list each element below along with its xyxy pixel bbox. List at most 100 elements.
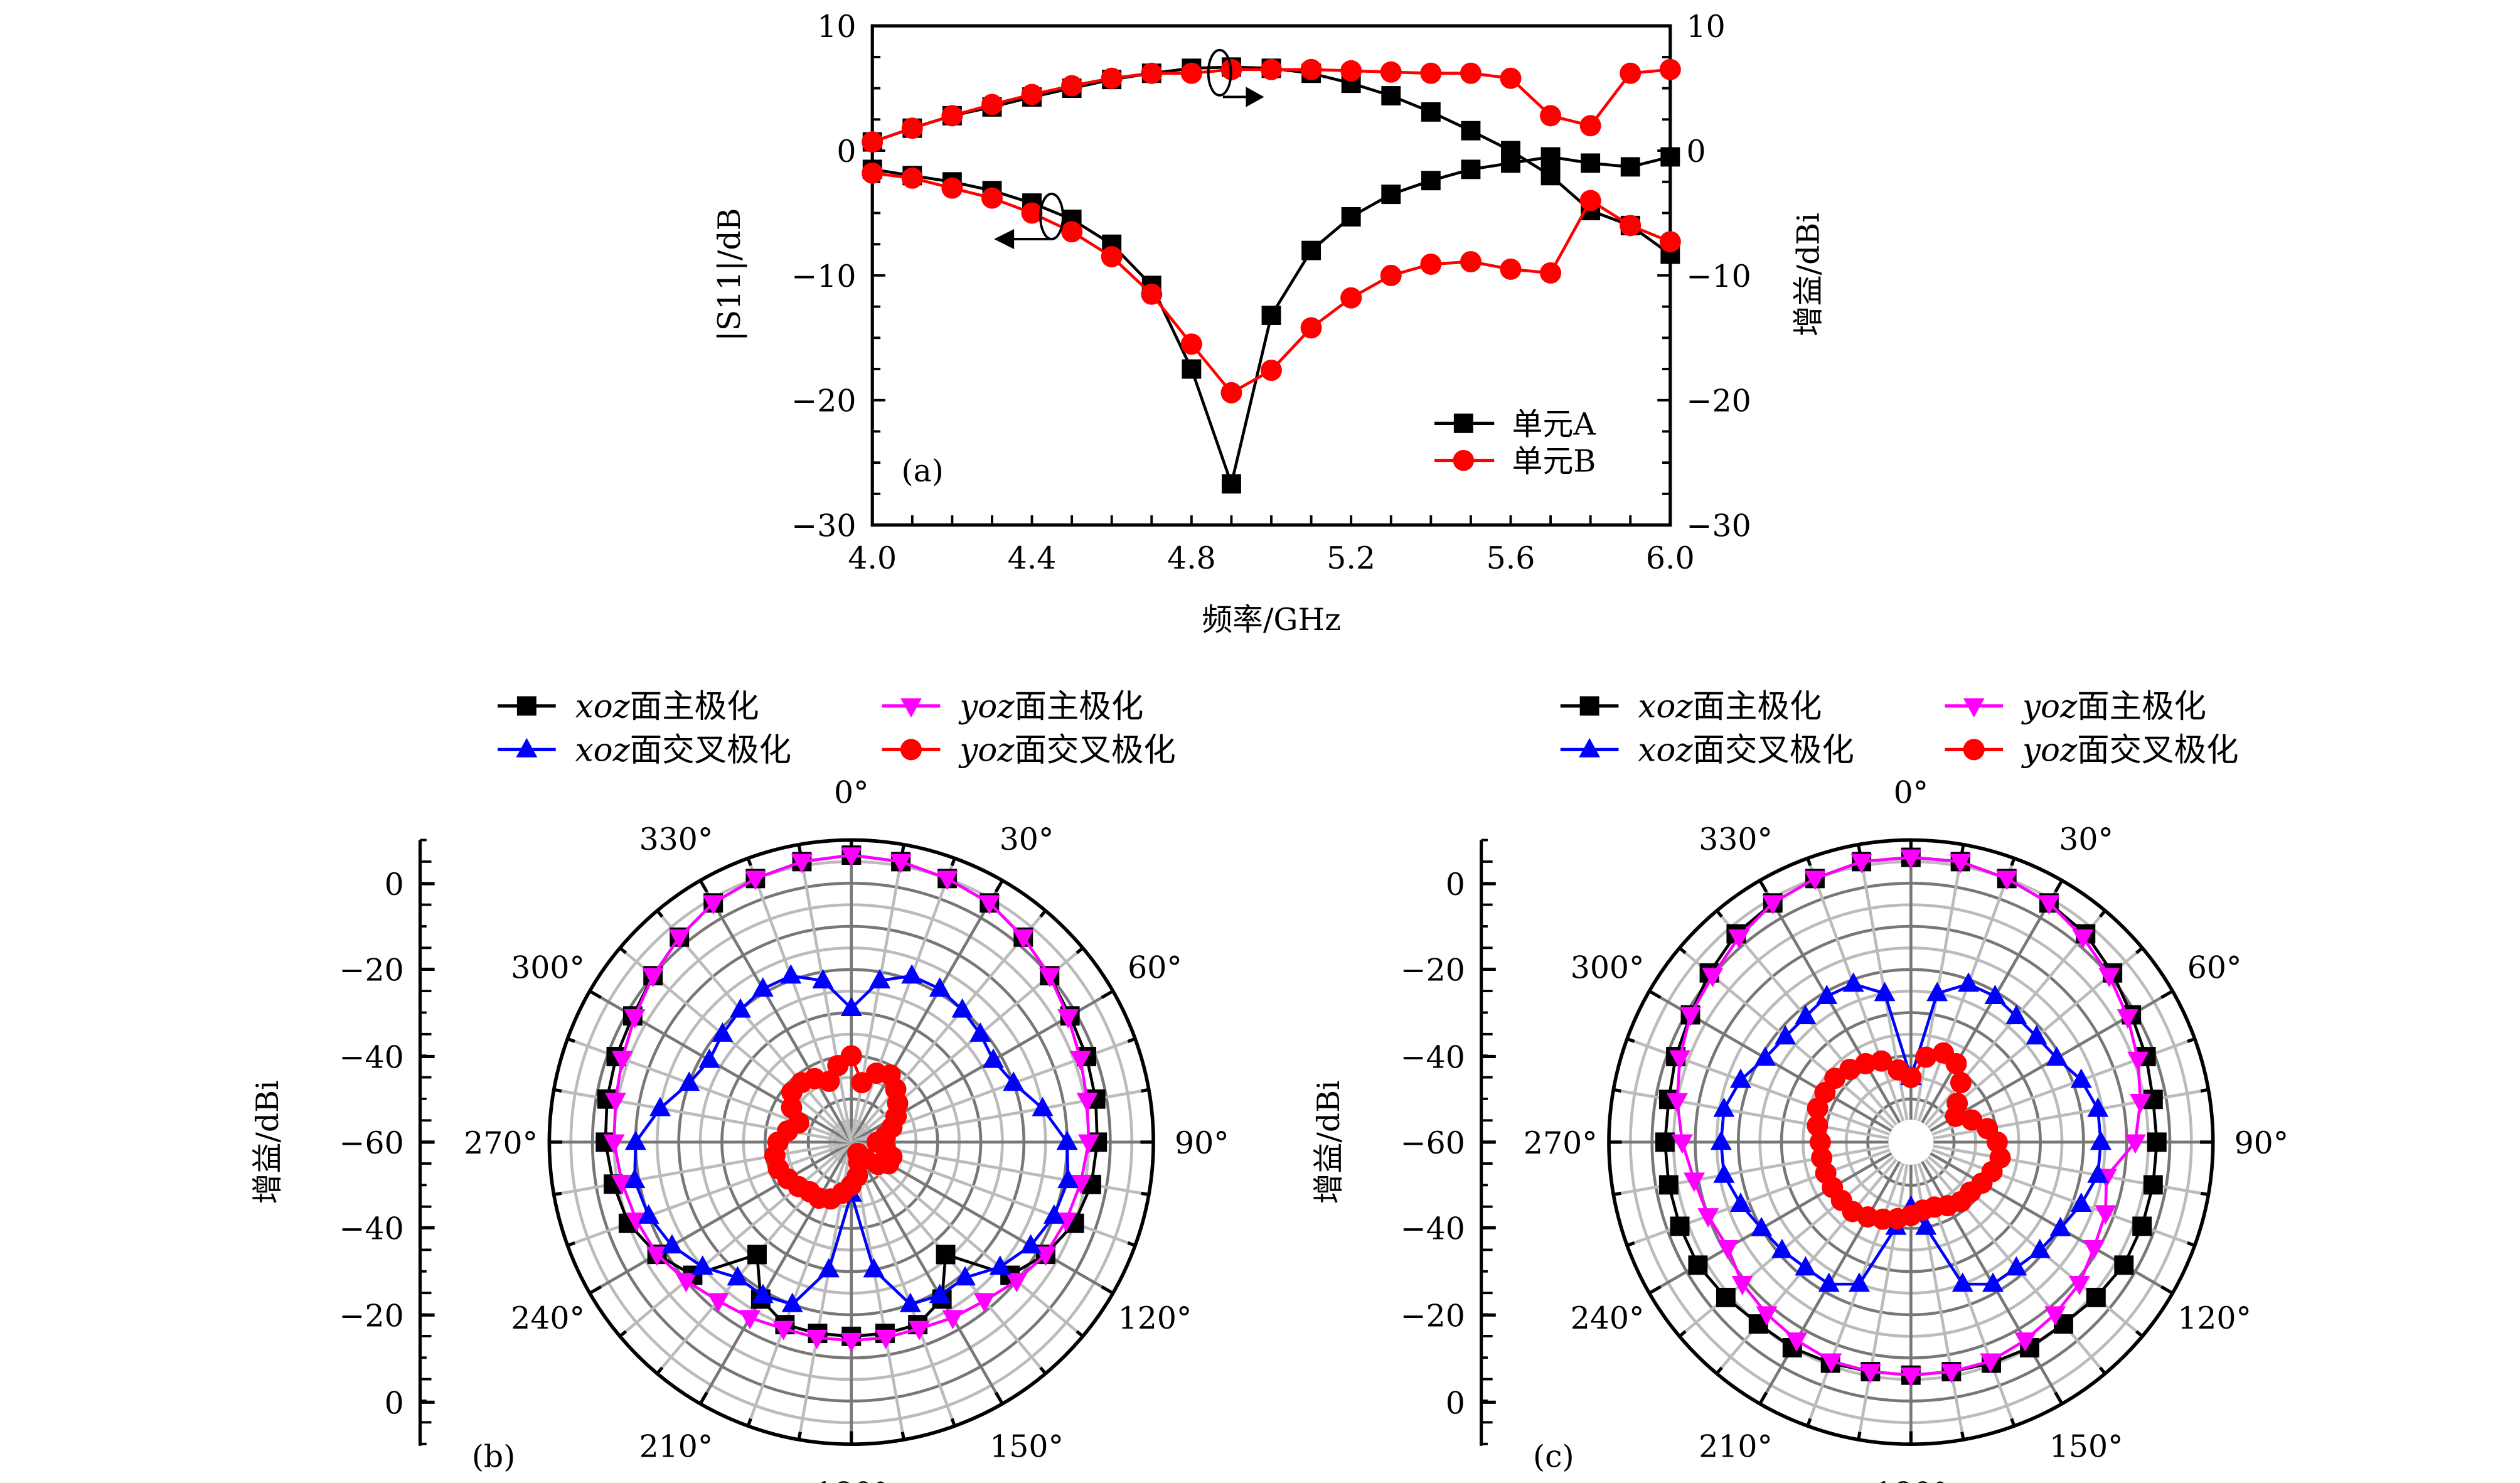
angle-tick bbox=[2010, 857, 2016, 867]
data-point-triangle-up bbox=[2087, 1163, 2109, 1183]
data-point-square bbox=[1540, 166, 1561, 186]
y-tick-label-left: −20 bbox=[791, 383, 856, 419]
angle-tick bbox=[698, 879, 708, 893]
data-point-triangle-down bbox=[1728, 929, 1750, 949]
grid-spoke bbox=[1909, 879, 2064, 1143]
data-point-square bbox=[1688, 1255, 1708, 1275]
data-point-triangle-down bbox=[1038, 968, 1060, 988]
angle-tick bbox=[994, 879, 1004, 893]
grid-spoke bbox=[619, 1141, 853, 1338]
data-point-triangle-down bbox=[675, 1273, 697, 1293]
data-point-triangle-down bbox=[1762, 895, 1784, 915]
legend-marker-triangle-down bbox=[900, 698, 922, 718]
grid-spoke bbox=[1909, 909, 2106, 1143]
data-point-square bbox=[1182, 359, 1202, 379]
data-point-square bbox=[747, 1245, 767, 1265]
grid-spoke bbox=[1909, 1142, 1965, 1440]
data-point-circle bbox=[1579, 190, 1601, 211]
y-tick-label-right: −20 bbox=[1687, 383, 1751, 419]
x-tick-label: 4.4 bbox=[1008, 540, 1057, 576]
data-point-triangle-up bbox=[661, 1234, 683, 1254]
angle-tick bbox=[656, 1366, 664, 1375]
data-point-triangle-down bbox=[1671, 1134, 1693, 1154]
angle-tick-label: 270° bbox=[464, 1125, 538, 1161]
data-point-circle bbox=[1915, 1046, 1937, 1068]
grid-spoke bbox=[797, 844, 853, 1143]
data-point-square bbox=[1670, 1216, 1690, 1236]
data-point-circle bbox=[1945, 1105, 1967, 1127]
data-point-triangle-down bbox=[739, 1310, 761, 1330]
data-point-triangle-down bbox=[908, 1320, 930, 1341]
data-point-triangle-down bbox=[702, 895, 724, 915]
data-point-triangle-up bbox=[1710, 1130, 1732, 1150]
data-point-triangle-down bbox=[772, 1320, 794, 1341]
data-point-square bbox=[1658, 1175, 1679, 1195]
data-point-triangle-up bbox=[1951, 1272, 1973, 1292]
angle-tick bbox=[1039, 1366, 1047, 1375]
data-point-triangle-down bbox=[1859, 1364, 1881, 1384]
data-point-triangle-down bbox=[2014, 1332, 2036, 1352]
data-point-triangle-up bbox=[1713, 1163, 1735, 1183]
data-point-triangle-up bbox=[638, 1204, 659, 1224]
legend-marker-square bbox=[516, 696, 537, 716]
data-point-circle bbox=[1811, 1147, 1833, 1169]
data-point-square bbox=[1540, 147, 1561, 167]
data-point-triangle-down bbox=[942, 1310, 964, 1330]
angle-tick bbox=[2135, 1330, 2144, 1338]
y-tick-label-right: 0 bbox=[1687, 134, 1706, 169]
data-point-circle bbox=[1807, 1115, 1829, 1137]
angle-tick bbox=[1678, 946, 1687, 955]
data-point-triangle-down bbox=[624, 1009, 646, 1029]
data-point-triangle-down bbox=[1069, 1051, 1091, 1071]
y-tick-label-left: −30 bbox=[791, 508, 856, 544]
legend-label: xoz面主极化 bbox=[1638, 688, 1822, 725]
data-point-triangle-down bbox=[791, 854, 813, 874]
angle-tick bbox=[589, 989, 602, 999]
angle-tick bbox=[1101, 989, 1114, 999]
angle-tick bbox=[2054, 879, 2064, 893]
data-point-triangle-up bbox=[1020, 1234, 1042, 1254]
data-point-square bbox=[1421, 171, 1441, 191]
angle-tick-label: 150° bbox=[990, 1429, 1064, 1465]
y-tick-label-left: 0 bbox=[836, 134, 856, 169]
data-point-triangle-up bbox=[780, 964, 802, 984]
data-point-triangle-down bbox=[2098, 968, 2120, 988]
data-point-triangle-up bbox=[1874, 982, 1896, 1002]
x-tick-label: 5.6 bbox=[1487, 540, 1535, 576]
data-point-square bbox=[2132, 1216, 2152, 1236]
grid-spoke bbox=[1758, 1141, 1913, 1405]
angle-tick bbox=[2010, 1418, 2016, 1427]
data-point-triangle-down bbox=[2095, 1205, 2117, 1225]
legend-label-a: 单元A bbox=[1512, 406, 1596, 442]
data-point-triangle-up bbox=[1043, 1204, 1065, 1224]
grid-spoke bbox=[850, 1142, 956, 1427]
panel-label: (c) bbox=[1533, 1438, 1574, 1474]
grid-spoke bbox=[699, 1141, 853, 1405]
data-point-circle bbox=[1340, 287, 1362, 309]
angle-tick-label: 60° bbox=[1128, 950, 1182, 986]
data-point-triangle-down bbox=[1996, 870, 2018, 891]
radial-tick-label: −60 bbox=[339, 1125, 404, 1161]
legend: 单元A 单元B bbox=[1434, 406, 1596, 479]
angle-tick bbox=[1715, 909, 1723, 918]
data-point-circle bbox=[1460, 62, 1482, 84]
grid-spoke bbox=[850, 1141, 1004, 1405]
data-point-circle bbox=[1945, 1052, 1967, 1074]
data-point-triangle-up bbox=[2026, 1025, 2048, 1045]
y-tick-label-right: −10 bbox=[1687, 259, 1751, 294]
data-point-triangle-up bbox=[1795, 1256, 1817, 1276]
data-point-triangle-down bbox=[1012, 929, 1034, 949]
legend-label: yoz面交叉极化 bbox=[2021, 731, 2239, 769]
data-point-circle bbox=[1500, 67, 1522, 89]
angle-tick-label: 0° bbox=[1894, 774, 1929, 810]
data-point-triangle-up bbox=[2049, 1216, 2071, 1236]
data-point-square bbox=[1501, 141, 1520, 161]
data-point-triangle-down bbox=[1669, 1050, 1691, 1070]
data-point-triangle-down bbox=[1731, 1275, 1753, 1295]
angle-tick bbox=[1960, 844, 1965, 853]
radial-tick-label: −20 bbox=[1401, 1298, 1465, 1334]
data-point-triangle-up bbox=[2070, 1068, 2092, 1088]
data-point-circle bbox=[1300, 58, 1322, 80]
data-point-circle bbox=[1659, 231, 1681, 253]
center-hole bbox=[1888, 1119, 1934, 1165]
